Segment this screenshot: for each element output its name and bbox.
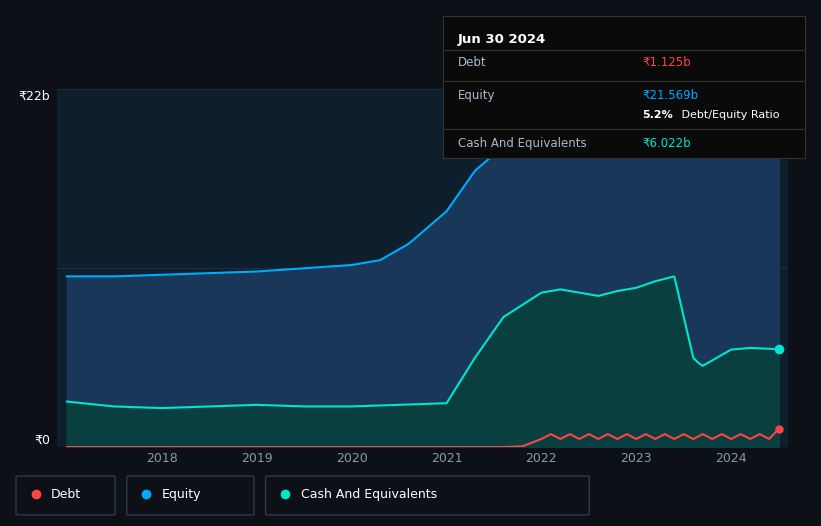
Text: Cash And Equivalents: Cash And Equivalents bbox=[458, 137, 586, 150]
Text: Cash And Equivalents: Cash And Equivalents bbox=[300, 488, 437, 501]
Text: Debt: Debt bbox=[51, 488, 81, 501]
Text: ₹6.022b: ₹6.022b bbox=[642, 137, 690, 150]
Text: Equity: Equity bbox=[458, 89, 495, 102]
Text: ₹22b: ₹22b bbox=[19, 89, 50, 103]
Text: Debt/Equity Ratio: Debt/Equity Ratio bbox=[678, 110, 780, 120]
Text: ₹1.125b: ₹1.125b bbox=[642, 56, 690, 69]
Text: Debt: Debt bbox=[458, 56, 486, 69]
Text: 5.2%: 5.2% bbox=[642, 110, 672, 120]
Text: Equity: Equity bbox=[162, 488, 201, 501]
Text: ₹21.569b: ₹21.569b bbox=[642, 89, 698, 102]
Text: Jun 30 2024: Jun 30 2024 bbox=[458, 33, 546, 46]
Text: ₹0: ₹0 bbox=[34, 434, 50, 447]
